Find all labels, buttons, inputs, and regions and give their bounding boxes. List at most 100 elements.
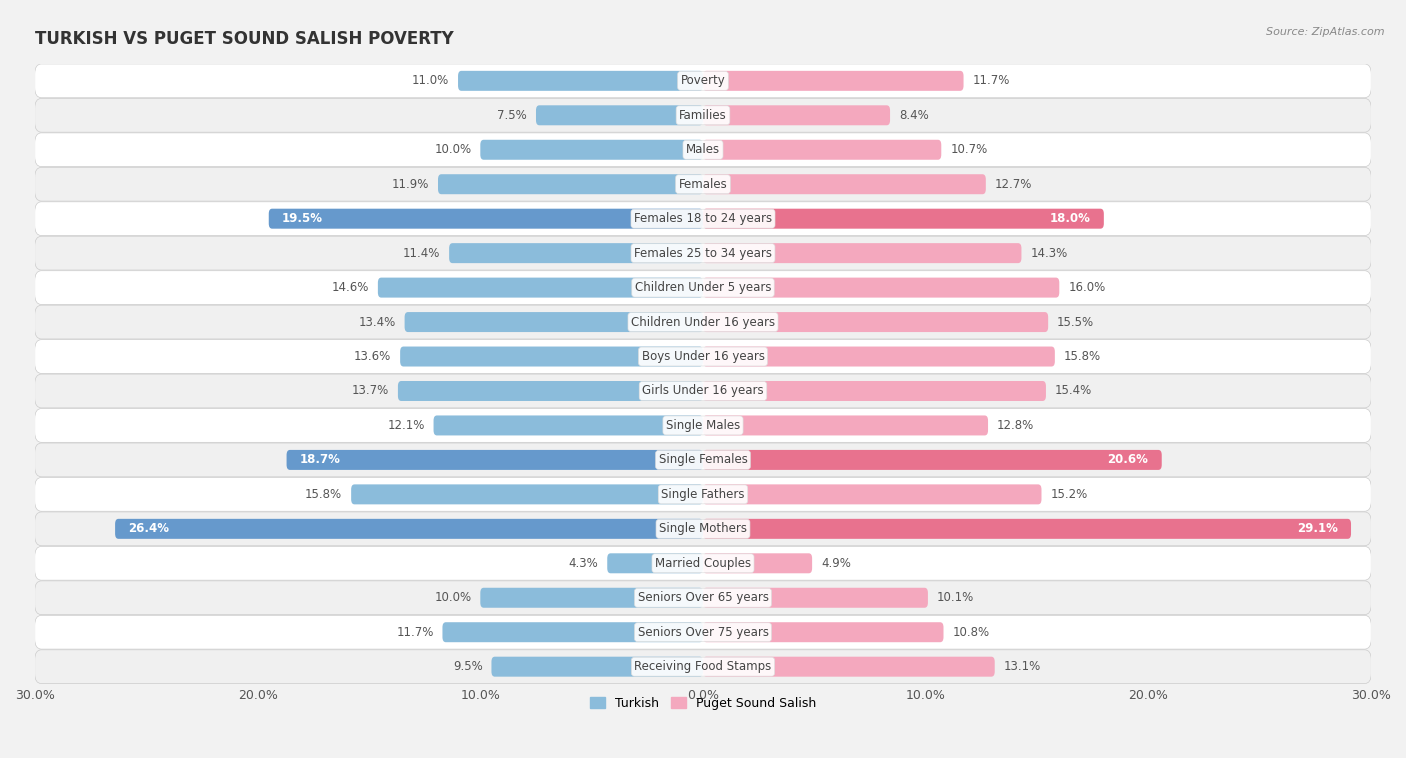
FancyBboxPatch shape	[703, 381, 1046, 401]
Text: Boys Under 16 years: Boys Under 16 years	[641, 350, 765, 363]
FancyBboxPatch shape	[492, 656, 703, 677]
Text: Seniors Over 75 years: Seniors Over 75 years	[637, 625, 769, 639]
Text: 15.5%: 15.5%	[1057, 315, 1094, 328]
FancyBboxPatch shape	[35, 547, 1371, 580]
FancyBboxPatch shape	[703, 277, 1059, 298]
Text: 7.5%: 7.5%	[498, 109, 527, 122]
Text: 20.6%: 20.6%	[1108, 453, 1149, 466]
Text: 8.4%: 8.4%	[898, 109, 929, 122]
FancyBboxPatch shape	[536, 105, 703, 125]
Text: 10.0%: 10.0%	[434, 143, 471, 156]
FancyBboxPatch shape	[449, 243, 703, 263]
Text: Receiving Food Stamps: Receiving Food Stamps	[634, 660, 772, 673]
Text: 12.8%: 12.8%	[997, 419, 1035, 432]
Text: 13.1%: 13.1%	[1004, 660, 1040, 673]
FancyBboxPatch shape	[481, 587, 703, 608]
FancyBboxPatch shape	[35, 615, 1371, 649]
FancyBboxPatch shape	[703, 208, 1104, 229]
FancyBboxPatch shape	[443, 622, 703, 642]
Text: Single Males: Single Males	[666, 419, 740, 432]
Text: 15.8%: 15.8%	[305, 488, 342, 501]
Text: Poverty: Poverty	[681, 74, 725, 87]
FancyBboxPatch shape	[35, 168, 1371, 201]
FancyBboxPatch shape	[703, 484, 1042, 504]
FancyBboxPatch shape	[35, 202, 1371, 236]
FancyBboxPatch shape	[703, 346, 1054, 367]
Text: 13.4%: 13.4%	[359, 315, 395, 328]
Text: 10.1%: 10.1%	[936, 591, 974, 604]
FancyBboxPatch shape	[703, 553, 813, 573]
Text: 18.7%: 18.7%	[299, 453, 340, 466]
Text: Families: Families	[679, 109, 727, 122]
Text: 16.0%: 16.0%	[1069, 281, 1105, 294]
Text: TURKISH VS PUGET SOUND SALISH POVERTY: TURKISH VS PUGET SOUND SALISH POVERTY	[35, 30, 454, 49]
FancyBboxPatch shape	[35, 650, 1371, 684]
FancyBboxPatch shape	[35, 305, 1371, 339]
Text: Married Couples: Married Couples	[655, 557, 751, 570]
FancyBboxPatch shape	[35, 64, 1371, 98]
FancyBboxPatch shape	[703, 415, 988, 435]
FancyBboxPatch shape	[35, 409, 1371, 443]
FancyBboxPatch shape	[458, 70, 703, 91]
Text: 10.0%: 10.0%	[434, 591, 471, 604]
FancyBboxPatch shape	[607, 553, 703, 573]
FancyBboxPatch shape	[352, 484, 703, 504]
Text: 15.8%: 15.8%	[1064, 350, 1101, 363]
FancyBboxPatch shape	[35, 236, 1371, 270]
Text: 10.8%: 10.8%	[952, 625, 990, 639]
Text: Children Under 16 years: Children Under 16 years	[631, 315, 775, 328]
Text: 11.4%: 11.4%	[404, 246, 440, 260]
Text: Females 25 to 34 years: Females 25 to 34 years	[634, 246, 772, 260]
Text: 11.7%: 11.7%	[396, 625, 433, 639]
FancyBboxPatch shape	[287, 450, 703, 470]
FancyBboxPatch shape	[269, 208, 703, 229]
FancyBboxPatch shape	[703, 312, 1047, 332]
Text: 4.9%: 4.9%	[821, 557, 851, 570]
Text: 13.6%: 13.6%	[354, 350, 391, 363]
Text: Females 18 to 24 years: Females 18 to 24 years	[634, 212, 772, 225]
Text: Single Mothers: Single Mothers	[659, 522, 747, 535]
Text: Single Females: Single Females	[658, 453, 748, 466]
FancyBboxPatch shape	[703, 587, 928, 608]
FancyBboxPatch shape	[401, 346, 703, 367]
Text: 11.9%: 11.9%	[392, 177, 429, 191]
FancyBboxPatch shape	[35, 271, 1371, 305]
FancyBboxPatch shape	[703, 174, 986, 194]
FancyBboxPatch shape	[35, 133, 1371, 167]
Text: 12.1%: 12.1%	[387, 419, 425, 432]
FancyBboxPatch shape	[35, 512, 1371, 546]
FancyBboxPatch shape	[433, 415, 703, 435]
FancyBboxPatch shape	[439, 174, 703, 194]
Text: Girls Under 16 years: Girls Under 16 years	[643, 384, 763, 397]
FancyBboxPatch shape	[703, 139, 941, 160]
Text: Females: Females	[679, 177, 727, 191]
FancyBboxPatch shape	[703, 656, 994, 677]
Text: 26.4%: 26.4%	[128, 522, 170, 535]
Text: Children Under 5 years: Children Under 5 years	[634, 281, 772, 294]
FancyBboxPatch shape	[35, 374, 1371, 408]
Text: Single Fathers: Single Fathers	[661, 488, 745, 501]
Text: 11.7%: 11.7%	[973, 74, 1010, 87]
Text: 14.3%: 14.3%	[1031, 246, 1067, 260]
Text: Seniors Over 65 years: Seniors Over 65 years	[637, 591, 769, 604]
Text: 13.7%: 13.7%	[352, 384, 389, 397]
FancyBboxPatch shape	[703, 518, 1351, 539]
FancyBboxPatch shape	[35, 99, 1371, 132]
Text: 10.7%: 10.7%	[950, 143, 987, 156]
Text: 29.1%: 29.1%	[1296, 522, 1337, 535]
Text: Source: ZipAtlas.com: Source: ZipAtlas.com	[1267, 27, 1385, 36]
Text: 4.3%: 4.3%	[568, 557, 599, 570]
FancyBboxPatch shape	[398, 381, 703, 401]
Legend: Turkish, Puget Sound Salish: Turkish, Puget Sound Salish	[585, 692, 821, 715]
FancyBboxPatch shape	[703, 70, 963, 91]
Text: 15.2%: 15.2%	[1050, 488, 1088, 501]
FancyBboxPatch shape	[703, 450, 1161, 470]
FancyBboxPatch shape	[703, 105, 890, 125]
Text: Males: Males	[686, 143, 720, 156]
FancyBboxPatch shape	[115, 518, 703, 539]
FancyBboxPatch shape	[35, 340, 1371, 374]
Text: 15.4%: 15.4%	[1054, 384, 1092, 397]
Text: 11.0%: 11.0%	[412, 74, 449, 87]
FancyBboxPatch shape	[378, 277, 703, 298]
FancyBboxPatch shape	[703, 622, 943, 642]
